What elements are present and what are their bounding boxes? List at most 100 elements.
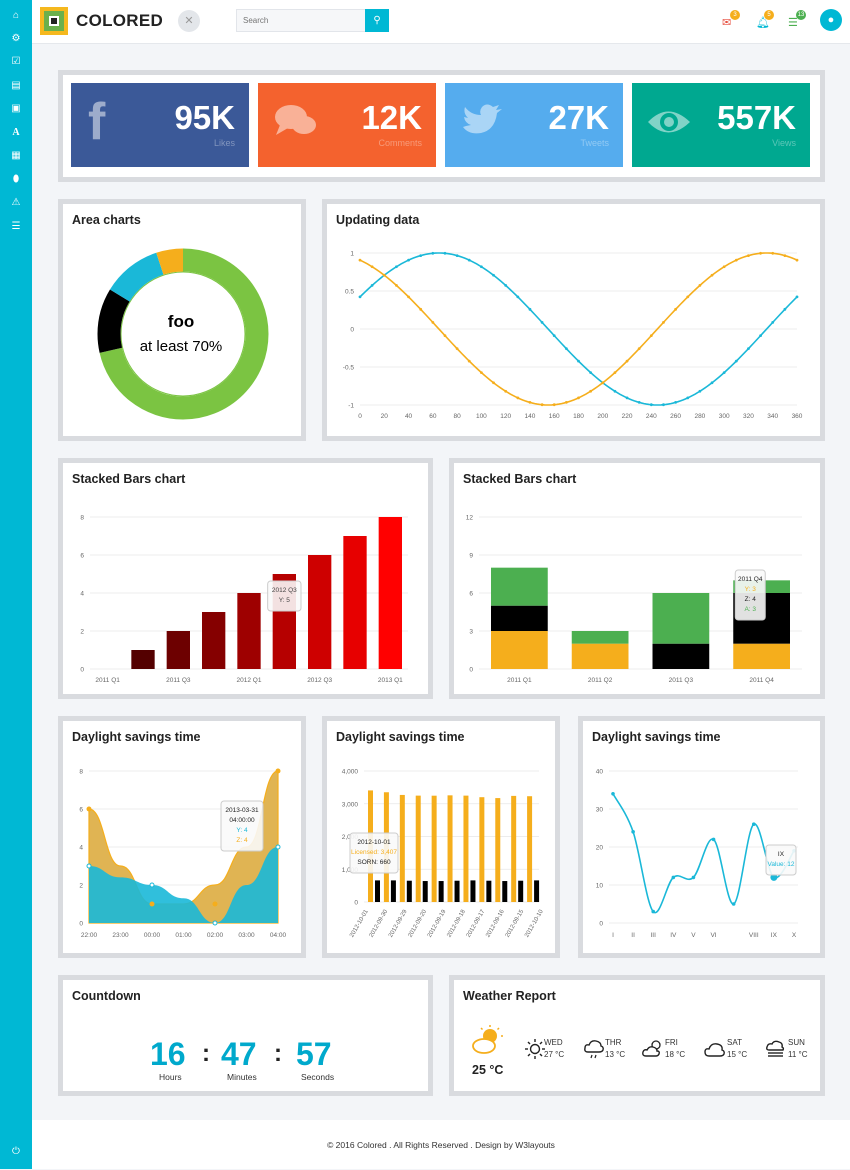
daylight3-line	[612, 793, 795, 914]
stacked2-y-tick: 0	[469, 667, 473, 674]
tasks-icon[interactable]: ☰ 13	[788, 10, 806, 29]
daylight3-tooltip	[765, 844, 797, 876]
updating-data-point	[516, 396, 520, 400]
weather-day: SAT	[727, 1038, 742, 1047]
file-icon[interactable]: ▤	[11, 80, 21, 91]
power-icon[interactable]: ⏻	[12, 1146, 20, 1157]
daylight1-x-tick: 23:00	[112, 932, 129, 939]
updating-data-point	[734, 359, 738, 363]
stacked2-x-tick: 2011 Q4	[749, 677, 774, 684]
stacked1-y-tick: 2	[80, 629, 84, 636]
svg-text:f: f	[88, 97, 106, 147]
updating-x-tick: 80	[453, 413, 461, 420]
daylight3-y-tick: 20	[596, 845, 604, 852]
daylight2-y-tick: 4,000	[342, 769, 359, 776]
daylight-panel-3: Daylight savings time 40 30 20 10 0 I II III IV V…	[578, 716, 825, 958]
updating-data-point	[564, 401, 568, 404]
user-avatar[interactable]: ●	[820, 9, 842, 31]
updating-data-point	[795, 295, 799, 299]
updating-x-tick: 260	[670, 413, 681, 420]
countdown-seconds: 57	[296, 1036, 332, 1072]
search-button[interactable]: ⚲	[365, 9, 389, 32]
stacked1-bar	[378, 517, 402, 669]
donut-center-label: foo	[168, 312, 194, 331]
daylight1-tooltip-text: 2013-03-31	[225, 807, 259, 814]
stacked1-y-tick: 4	[80, 591, 84, 598]
daylight3-x-tick: VI	[710, 932, 716, 939]
stat-label: Comments	[378, 138, 422, 148]
cogs-icon[interactable]: ⚙	[11, 33, 21, 44]
stacked2-bar-segment	[652, 593, 710, 644]
stacked2-bar-segment	[571, 631, 629, 644]
weather-panel: Weather Report 25 °C WED 27 °C THR 13 °C…	[449, 975, 825, 1096]
countdown-minutes: 47	[221, 1036, 257, 1072]
daylight1-point	[275, 844, 281, 850]
daylight1-x-tick: 22:00	[81, 932, 98, 939]
daylight2-x-tick: 2012-09-18	[446, 908, 467, 938]
daylight1-x-tick: 01:00	[175, 932, 192, 939]
search-input[interactable]	[236, 9, 366, 32]
daylight1-point	[149, 882, 155, 888]
panel-title: Area charts	[72, 213, 141, 227]
stacked2-y-tick: 9	[469, 553, 473, 560]
updating-data-point	[528, 307, 532, 311]
daylight3-y-tick: 30	[596, 807, 604, 814]
updating-x-tick: 100	[476, 413, 487, 420]
daylight2-x-tick: 2012-09-30	[369, 908, 390, 938]
updating-x-tick: 240	[646, 413, 657, 420]
drizzle-icon	[584, 1040, 604, 1059]
stat-label: Likes	[213, 138, 235, 148]
table-icon[interactable]: ▦	[11, 150, 21, 161]
list-icon[interactable]: ☰	[11, 221, 21, 232]
stacked2-tooltip-text: A: 3	[744, 606, 756, 613]
daylight2-bar	[399, 794, 405, 902]
image-icon[interactable]: ▣	[11, 103, 21, 114]
updating-data-point	[795, 258, 799, 262]
updating-x-tick: 60	[429, 413, 437, 420]
user-icon: ●	[827, 14, 835, 26]
panel-title: Countdown	[72, 989, 141, 1003]
updating-data-point	[625, 396, 629, 400]
updating-data-point	[419, 307, 423, 311]
updating-data-point	[662, 320, 665, 324]
daylight2-x-tick: 2012-09-29	[388, 908, 409, 938]
countdown-panel: Countdown 16 : 47 : 57 Hours Minutes Sec…	[58, 975, 433, 1096]
stacked1-x-tick: 2012 Q3	[307, 677, 332, 684]
daylight3-point	[651, 909, 656, 914]
updating-data-point	[492, 381, 495, 385]
stacked-bar-chart-2: 12 9 6 3 0 2011 Q1 2011 Q2 2011 Q3 2011 Q4 2011 Q…	[466, 515, 802, 684]
updating-data-point	[686, 295, 690, 299]
stat-value: 27K	[548, 99, 609, 136]
partly-cloudy-icon	[642, 1040, 661, 1057]
map-marker-icon[interactable]: ⬮	[12, 174, 20, 185]
mail-icon[interactable]: ✉ 3	[722, 10, 740, 29]
updating-data-point	[613, 371, 617, 374]
check-icon[interactable]: ☑	[11, 56, 21, 67]
panel-title: Daylight savings time	[72, 730, 201, 744]
bell-icon[interactable]: 🔔︎ 5	[756, 10, 774, 29]
updating-data-point	[443, 334, 447, 338]
updating-x-tick: 20	[381, 413, 389, 420]
updating-data-point	[637, 401, 641, 404]
updating-data-point	[419, 254, 423, 257]
updating-x-tick: 340	[767, 413, 778, 420]
daylight3-y-tick: 10	[596, 883, 604, 890]
updating-data-point	[747, 347, 750, 351]
panel-title: Weather Report	[463, 989, 556, 1003]
daylight2-tooltip-text: 2012-10-01	[357, 839, 391, 846]
collapse-toggle-icon[interactable]: ✕	[178, 10, 200, 32]
daylight-bar-chart: 4,0003,0002,0001,00002012-10-012012-09-3…	[342, 769, 545, 939]
stacked2-y-tick: 3	[469, 629, 473, 636]
daylight2-x-tick: 2012-09-20	[408, 908, 429, 938]
stacked1-bar	[237, 593, 261, 669]
home-icon[interactable]: ⌂	[12, 10, 20, 21]
warning-icon[interactable]: ⚠	[11, 197, 21, 208]
donut-slice	[97, 248, 269, 420]
stacked1-y-tick: 6	[80, 553, 84, 560]
updating-data-point	[698, 389, 702, 393]
updating-data-point	[589, 371, 593, 374]
updating-data-point	[637, 347, 641, 351]
daylight1-x-tick: 00:00	[144, 932, 161, 939]
font-icon[interactable]: A	[12, 127, 20, 138]
footer-copyright: © 2016 Colored . All Rights Reserved . D…	[32, 1120, 850, 1169]
